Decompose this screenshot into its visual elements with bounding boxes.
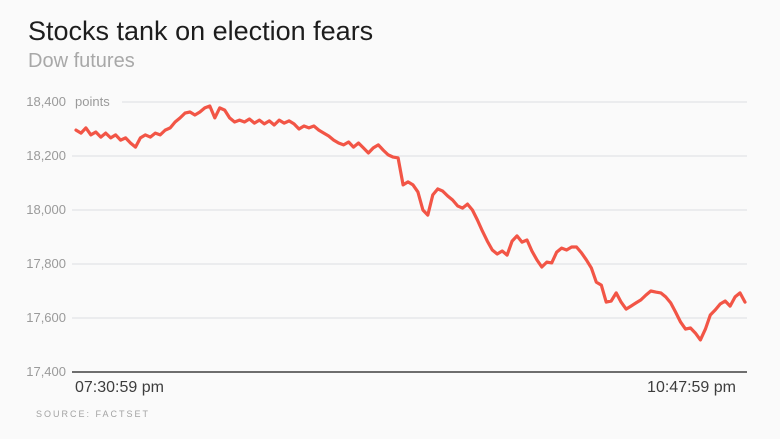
y-tick-label-17400: 17,400: [26, 364, 66, 379]
source-attribution: SOURCE: FACTSET: [36, 409, 151, 419]
y-tick-label-18400: 18,400: [26, 94, 66, 109]
y-axis-unit-label: points: [75, 94, 110, 109]
page-title: Stocks tank on election fears: [28, 16, 374, 46]
dow-futures-price-line: [74, 104, 747, 342]
x-tick-end-time: 10:47:59 pm: [647, 379, 736, 396]
x-tick-start-time: 07:30:59 pm: [75, 379, 164, 396]
y-tick-label-17800: 17,800: [26, 256, 66, 271]
y-tick-label-18200: 18,200: [26, 148, 66, 163]
chart-subtitle: Dow futures: [28, 50, 135, 72]
y-tick-label-17600: 17,600: [26, 310, 66, 325]
y-tick-label-18000: 18,000: [26, 202, 66, 217]
